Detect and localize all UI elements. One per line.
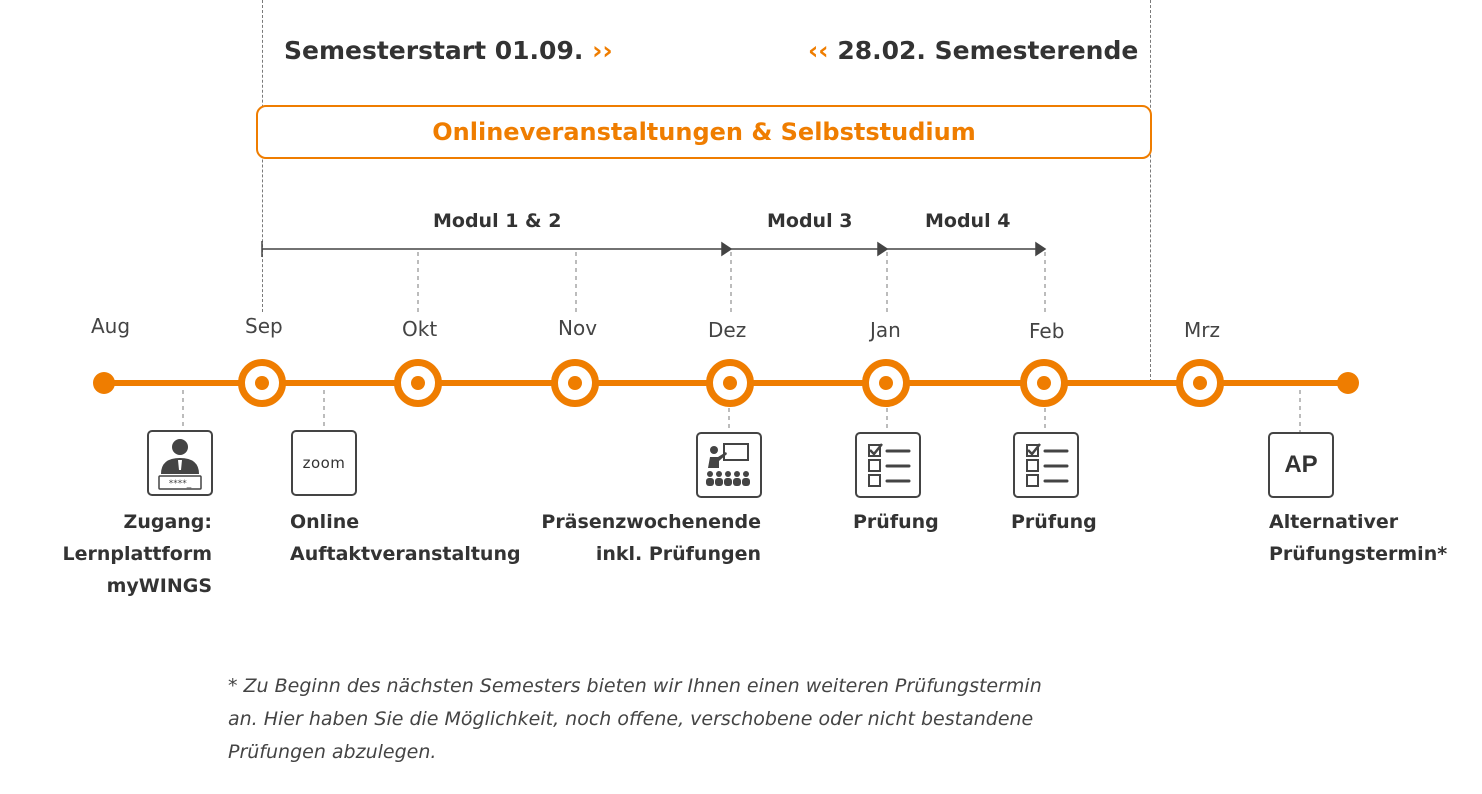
timeline-node-nov — [551, 359, 599, 407]
user-login-icon: ****_ — [147, 430, 213, 496]
chevron-right-icon: ›› — [592, 36, 613, 65]
timeline-node-okt — [394, 359, 442, 407]
timeline-node-dez — [706, 359, 754, 407]
month-nov: Nov — [558, 316, 598, 340]
timeline-end-dot — [1337, 372, 1359, 394]
event-label-pruefung-feb: Prüfung — [1011, 511, 1097, 533]
event-label-alternativer-termin: Alternativer Prüfungstermin* — [1269, 511, 1448, 565]
semester-end-label: ‹‹ 28.02. Semesterende — [808, 36, 1139, 65]
modul-4-label: Modul 4 — [925, 210, 1011, 232]
chevron-left-icon: ‹‹ — [808, 36, 829, 65]
month-jan: Jan — [870, 318, 901, 342]
month-aug: Aug — [91, 314, 131, 338]
event-label-online-auftakt: Online Auftaktveranstaltung — [290, 511, 521, 565]
zoom-icon: zoom — [291, 430, 357, 496]
ap-icon: AP — [1268, 432, 1334, 498]
online-study-box: Onlineveranstaltungen & Selbststudium — [256, 105, 1152, 159]
event-label-zugang: Zugang: Lernplattform myWINGS — [62, 511, 212, 597]
month-dez: Dez — [708, 318, 747, 342]
modul-1-2-label: Modul 1 & 2 — [433, 210, 562, 232]
svg-text:****_: ****_ — [169, 479, 192, 489]
timeline-start-dot — [93, 372, 115, 394]
event-label-praesenzwochenende: Präsenzwochenende inkl. Prüfungen — [541, 511, 761, 565]
semester-end-boundary — [1150, 0, 1151, 382]
month-feb: Feb — [1029, 319, 1065, 343]
online-study-label: Onlineveranstaltungen & Selbststudium — [432, 118, 976, 146]
checklist-icon — [1013, 432, 1079, 498]
timeline-node-jan — [862, 359, 910, 407]
month-sep: Sep — [245, 314, 283, 338]
event-label-pruefung-jan: Prüfung — [853, 511, 939, 533]
footnote: * Zu Beginn des nächsten Semesters biete… — [228, 675, 1042, 763]
timeline-node-feb — [1020, 359, 1068, 407]
timeline-node-sep — [238, 359, 286, 407]
semester-start-label: Semesterstart 01.09. ›› — [284, 36, 613, 65]
month-mrz: Mrz — [1184, 318, 1220, 342]
modul-3-label: Modul 3 — [767, 210, 853, 232]
checklist-icon — [855, 432, 921, 498]
timeline-node-mrz — [1176, 359, 1224, 407]
presentation-icon — [696, 432, 762, 498]
month-okt: Okt — [402, 317, 438, 341]
